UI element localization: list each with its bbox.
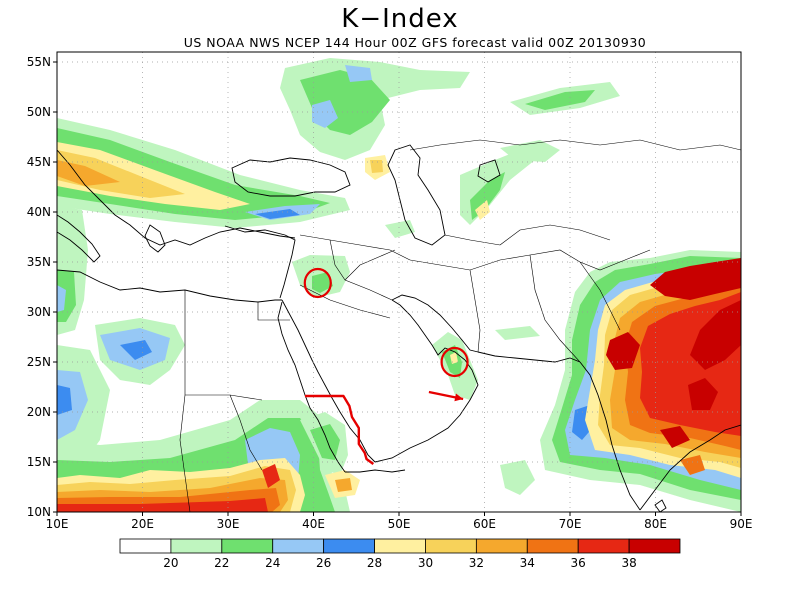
lon-tick-label: 20E	[131, 517, 154, 531]
k-index-field	[57, 58, 741, 512]
field-oman	[432, 326, 540, 400]
lon-tick-label: 80E	[644, 517, 667, 531]
field-north-central	[280, 58, 470, 180]
color-bar-swatch	[628, 538, 681, 554]
color-bar-label: 38	[621, 556, 636, 570]
color-bar-swatch	[119, 538, 172, 554]
borders	[179, 139, 741, 512]
lat-tick-label: 15N	[27, 455, 51, 469]
lon-tick-label: 70E	[559, 517, 582, 531]
lon-tick-label: 50E	[388, 517, 411, 531]
lon-tick-label: 60E	[473, 517, 496, 531]
lon-tick-label: 90E	[730, 517, 753, 531]
lat-tick-label: 50N	[27, 105, 51, 119]
field-south-asia	[540, 250, 741, 512]
lat-tick-label: 40N	[27, 205, 51, 219]
color-bar-label: 22	[214, 556, 229, 570]
lat-tick-label: 30N	[27, 305, 51, 319]
annotation-line	[304, 394, 375, 465]
color-bar-label: 34	[520, 556, 535, 570]
lon-tick-label: 10E	[46, 517, 69, 531]
annotations	[303, 267, 469, 465]
color-bar-label: 28	[367, 556, 382, 570]
color-bar-swatch	[323, 538, 375, 554]
field-europe-band	[57, 118, 350, 228]
lat-tick-label: 45N	[27, 155, 51, 169]
annotation-arrow-head	[454, 393, 464, 402]
color-bar-swatch	[475, 538, 528, 554]
field-central-asia	[460, 82, 620, 225]
map-title: K−Index	[341, 4, 459, 34]
color-bar-label: 20	[163, 556, 178, 570]
color-bar-label: 30	[418, 556, 433, 570]
lon-tick-label: 30E	[217, 517, 240, 531]
color-bar-swatch	[272, 538, 325, 554]
lon-tick-label: 40E	[302, 517, 325, 531]
lat-tick-label: 25N	[27, 355, 51, 369]
annotation-circle	[440, 346, 469, 378]
color-bar-swatch	[526, 538, 579, 554]
lat-tick-label: 35N	[27, 255, 51, 269]
color-bar-swatch	[425, 538, 477, 554]
field-west-rim	[57, 205, 88, 335]
color-bar-label: 36	[571, 556, 586, 570]
annotation-circle	[303, 267, 332, 299]
field-levant	[292, 220, 415, 298]
plot-frame	[56, 51, 742, 513]
color-bar-label: 26	[316, 556, 331, 570]
color-bar-label: 32	[469, 556, 484, 570]
map-subtitle: US NOAA NWS NCEP 144 Hour 00Z GFS foreca…	[183, 35, 647, 50]
field-east-africa	[57, 400, 535, 512]
color-bar-label: 24	[265, 556, 280, 570]
color-bar-swatch	[221, 538, 274, 554]
color-bar-swatch	[577, 538, 630, 554]
gridlines	[57, 52, 741, 512]
color-bar-swatch	[374, 538, 426, 554]
axis-ticks: 10E 20E 30E 40E 50E 60E 70E 80E 90E 55N 50N 45N 40N 3…	[27, 55, 753, 531]
lat-tick-label: 10N	[27, 505, 51, 519]
lat-tick-label: 20N	[27, 405, 51, 419]
color-bar-swatch	[170, 538, 223, 554]
lat-tick-label: 55N	[27, 55, 51, 69]
color-bar: 20 22 24 26 28 30 32 34 36 38	[119, 538, 681, 570]
